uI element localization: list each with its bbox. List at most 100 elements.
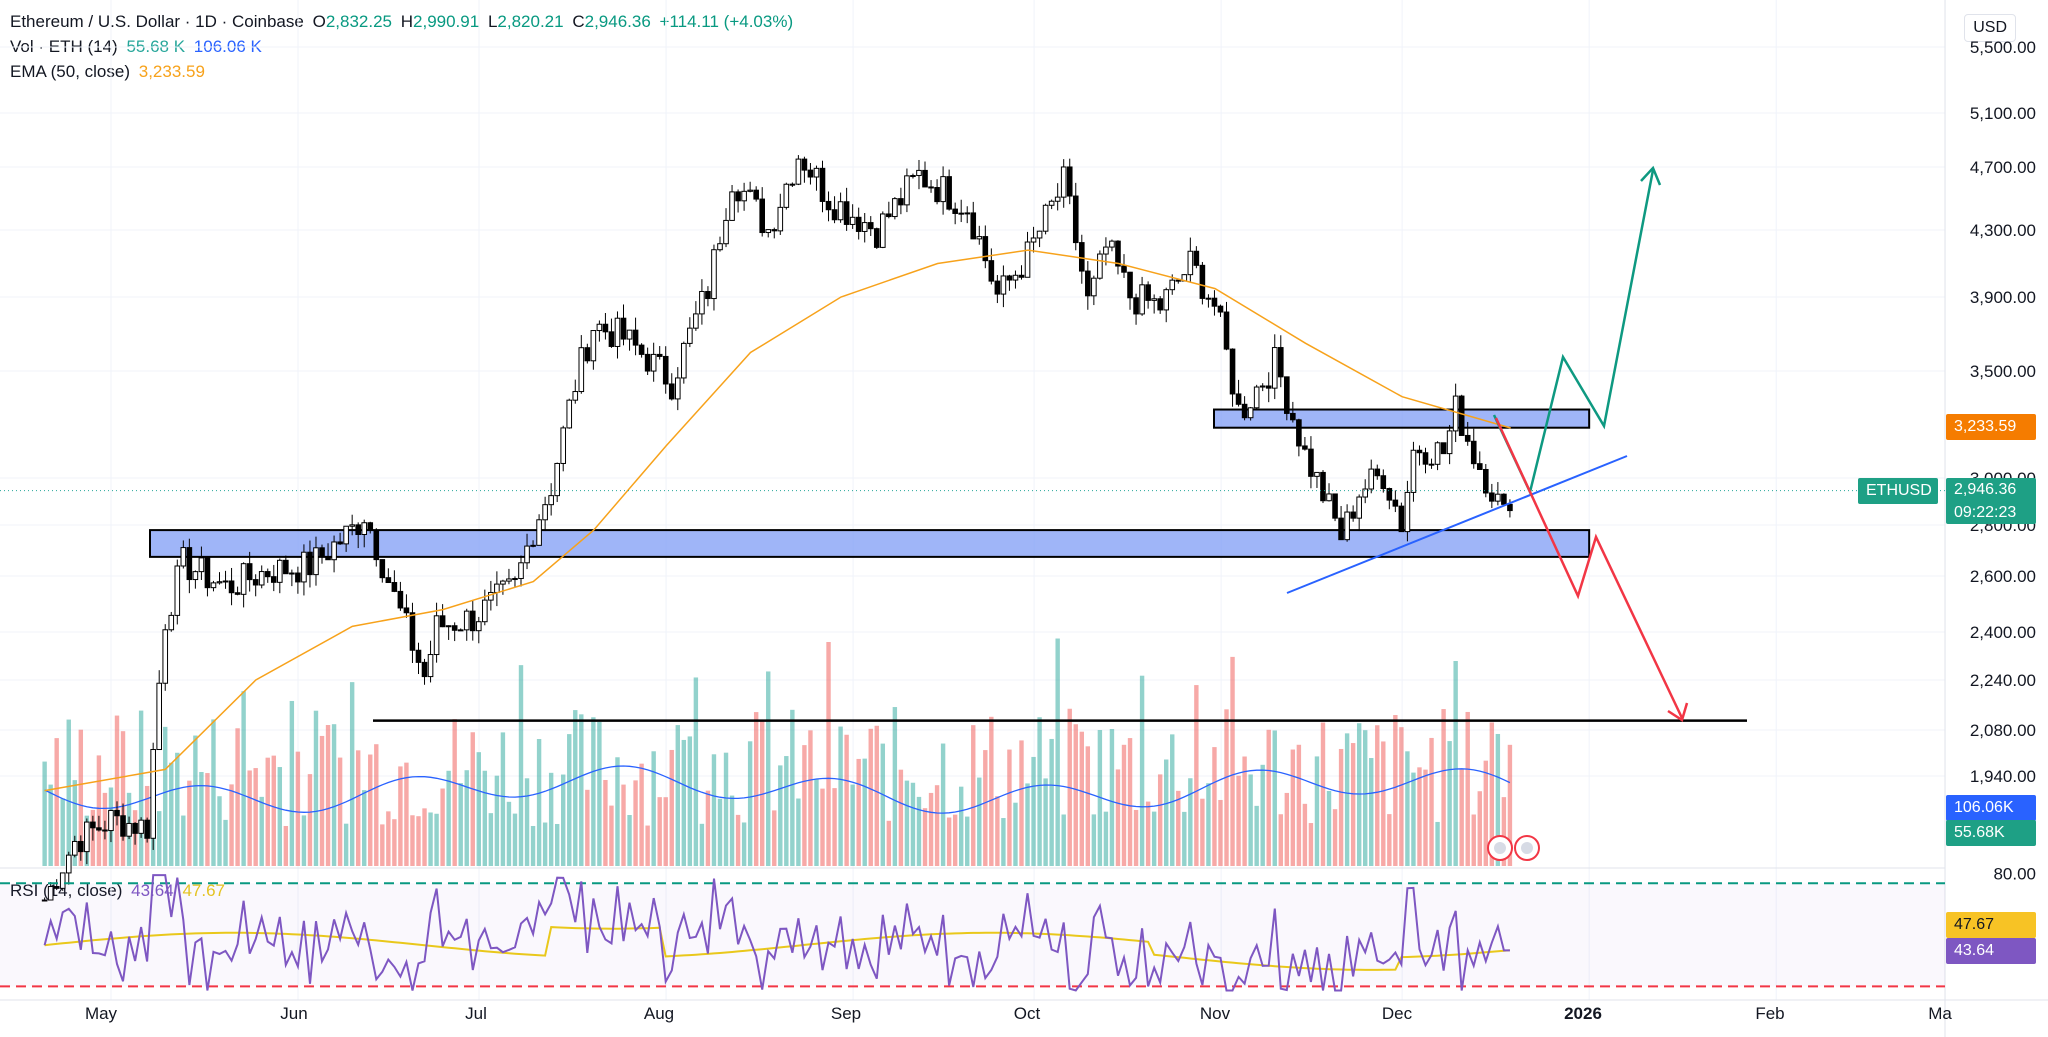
volume-bar [952,814,958,866]
candle-body [819,167,826,202]
candle-body [1127,271,1133,299]
volume-bar [802,745,807,866]
volume-bar [120,731,126,866]
volume-bar [428,812,433,866]
volume-bar [1266,729,1271,866]
candle-body [964,212,971,215]
volume-bar [1381,741,1386,866]
candle-body [240,563,247,595]
volume-bar [1109,729,1115,866]
volume-bar [60,798,65,866]
volume-bar [422,808,427,866]
candle-body [940,176,946,203]
candle-body [488,591,494,601]
ohlc-low-label: L [487,12,498,31]
ema-legend[interactable]: EMA (50, close) 3,233.59 [10,60,209,84]
candle-body [313,547,319,576]
candle-body [1157,298,1163,311]
candle-body [512,578,518,581]
volume-bar [1411,772,1416,866]
candle-body [1356,496,1362,519]
candle-body [1483,468,1489,494]
volume-bar [1025,783,1030,866]
candle-body [144,819,150,839]
candle-body [928,186,934,189]
volume-bar [1483,760,1489,866]
ohlc-open-label: O [312,12,326,31]
volume-bar [567,734,572,866]
volume-bar [1369,758,1374,866]
ema-price-badge: 3,233.59 [1946,414,2036,440]
candle-body [1054,196,1061,202]
volume-bar [989,716,994,866]
candle-body [747,189,753,192]
candle-body [355,524,361,535]
candle-body [1368,468,1375,490]
candle-body [1091,277,1097,297]
volume-bar [1013,802,1018,866]
candle-body [439,615,446,628]
candle-body [789,183,796,186]
volume-bar [1284,792,1290,866]
volume-bar [1429,737,1434,866]
volume-bar [331,724,337,866]
candle-body [445,625,452,628]
volume-bar [464,770,469,866]
ohlc-change: +114.11 (+4.03%) [659,12,794,31]
candle-body [1362,488,1369,498]
candle-body [1332,493,1338,519]
currency-selector[interactable]: USD [1964,14,2016,42]
volume-bar [1314,756,1320,866]
candle-body [1476,463,1483,470]
volume-bar [1073,724,1078,866]
candle-body [319,547,325,558]
candle-body [53,886,60,889]
candle-body [270,576,277,583]
volume-bar [838,726,843,866]
rsi-legend[interactable]: RSI (14, close) 43.64 47.67 [10,879,229,903]
candle-body [795,158,802,185]
candle-body [656,353,663,357]
candle-body [180,547,187,567]
volume-bar [778,765,783,866]
candle-body [1121,265,1127,273]
candle-body [1048,200,1055,206]
candle-body [518,562,524,580]
last-price-badge: 2,946.36 [1946,478,2036,502]
candle-body [681,342,687,379]
volume-bar [1091,814,1097,866]
candle-body [982,236,989,262]
volume-bar [808,730,813,866]
candle-body [295,572,301,583]
candle-body [204,557,211,589]
candle-body [723,219,729,245]
candle-body [849,216,856,225]
candle-body [421,661,428,678]
rsi-band [0,883,1945,987]
volume-bar [271,755,276,866]
candle-body [922,169,928,188]
volume-bar [1344,733,1350,866]
volume-bar [1007,749,1012,866]
volume-bar [1151,811,1157,866]
volume-bar [681,739,687,866]
time-tick-label: Jun [280,1004,307,1023]
candle-body [910,175,916,178]
volume-bar [386,811,391,866]
candle-body [626,329,633,340]
candle-body [1217,305,1224,313]
volume-bar [1182,811,1187,866]
volume-bar [1049,738,1054,866]
volume-bar [96,755,102,866]
price-tick-label: 2,400.00 [1970,623,2036,642]
volume-bar [729,795,735,866]
candle-body [385,577,392,584]
candle-body [620,317,627,340]
candle-body [222,580,229,583]
volume-ma-badge: 106.06K [1946,795,2036,821]
volume-bar [1019,740,1024,866]
candle-body [463,610,470,631]
volume-bar [1055,638,1060,866]
candle-body [843,201,850,225]
